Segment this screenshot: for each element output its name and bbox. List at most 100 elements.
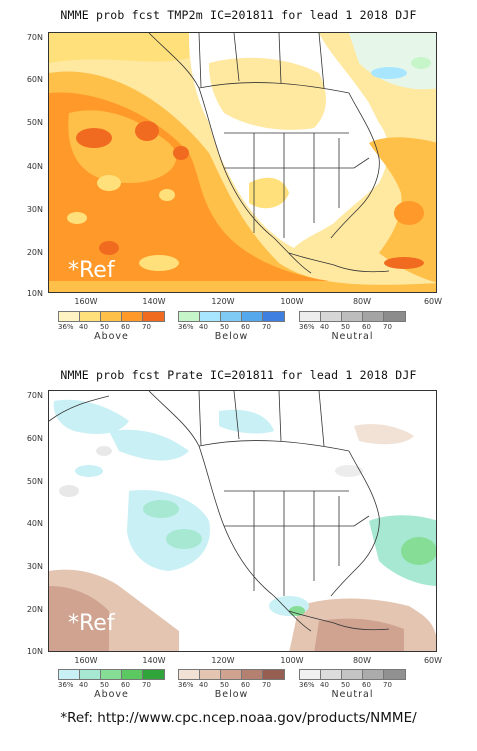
legend-swatches xyxy=(178,311,285,322)
legend-swatches xyxy=(299,669,406,680)
legend-swatch xyxy=(321,312,342,321)
legend-tick: 70 xyxy=(142,323,151,331)
top-lon-label: 140W xyxy=(142,297,166,306)
top-lat-label: 40N xyxy=(26,162,43,171)
bottom-lon-label: 80W xyxy=(352,656,372,665)
legend-swatch xyxy=(221,670,242,679)
legend-swatch xyxy=(363,312,384,321)
bottom-legend-below: 36% 40 50 60 70 Below xyxy=(178,669,285,700)
legend-tick: 60 xyxy=(241,681,250,689)
legend-tick: 36% xyxy=(58,323,74,331)
legend-tick: 50 xyxy=(100,323,109,331)
top-map-graphic xyxy=(49,33,436,292)
top-lon-label: 60W xyxy=(423,297,443,306)
legend-name: Below xyxy=(214,331,249,342)
bottom-lon-label: 140W xyxy=(142,656,166,665)
legend-swatch xyxy=(101,312,122,321)
legend-tick: 36% xyxy=(299,323,315,331)
legend-tick: 50 xyxy=(100,681,109,689)
bottom-map-title: NMME prob fcst Prate IC=201811 for lead … xyxy=(60,368,417,382)
legend-tick: 40 xyxy=(79,323,88,331)
legend-tick: 36% xyxy=(178,323,194,331)
legend-name: Above xyxy=(94,331,129,342)
legend-tick: 40 xyxy=(79,681,88,689)
legend-name: Neutral xyxy=(331,331,374,342)
legend-swatch xyxy=(143,670,164,679)
top-lat-label: 30N xyxy=(26,205,43,214)
legend-tick: 40 xyxy=(199,323,208,331)
legend-name: Neutral xyxy=(331,689,374,700)
legend-tick: 50 xyxy=(341,323,350,331)
bottom-lat-label: 60N xyxy=(26,434,43,443)
top-lon-label: 160W xyxy=(74,297,98,306)
legend-swatch xyxy=(101,670,122,679)
legend-swatch xyxy=(242,312,263,321)
legend-tick: 50 xyxy=(220,323,229,331)
legend-swatch xyxy=(384,670,405,679)
legend-swatch xyxy=(221,312,242,321)
legend-swatch xyxy=(384,312,405,321)
bottom-ref-label: *Ref xyxy=(68,611,115,636)
legend-swatch xyxy=(300,670,321,679)
top-lat-label: 70N xyxy=(26,33,43,42)
bottom-lat-label: 70N xyxy=(26,391,43,400)
legend-tick: 36% xyxy=(178,681,194,689)
legend-swatch xyxy=(263,670,284,679)
legend-swatch xyxy=(242,670,263,679)
legend-tick: 60 xyxy=(362,681,371,689)
top-legend-below: 36% 40 50 60 70 Below xyxy=(178,311,285,342)
bottom-lat-label: 50N xyxy=(26,477,43,486)
legend-tick: 70 xyxy=(262,323,271,331)
bottom-legend-above: 36% 40 50 60 70 Above xyxy=(58,669,165,700)
bottom-lon-label: 60W xyxy=(423,656,443,665)
legend-tick: 70 xyxy=(142,681,151,689)
legend-tick: 50 xyxy=(220,681,229,689)
legend-tick: 40 xyxy=(320,681,329,689)
legend-swatch xyxy=(59,312,80,321)
bottom-lon-label: 120W xyxy=(211,656,235,665)
bottom-precip-map xyxy=(48,390,437,652)
legend-tick: 40 xyxy=(320,323,329,331)
legend-swatch xyxy=(200,312,221,321)
bottom-map-graphic xyxy=(49,391,436,651)
legend-swatch xyxy=(321,670,342,679)
top-lon-label: 80W xyxy=(352,297,372,306)
legend-swatch xyxy=(342,670,363,679)
legend-swatches xyxy=(178,669,285,680)
bottom-lat-label: 40N xyxy=(26,519,43,528)
top-map-title: NMME prob fcst TMP2m IC=201811 for lead … xyxy=(60,8,417,22)
bottom-legend-neutral: 36% 40 50 60 70 Neutral xyxy=(299,669,406,700)
bottom-lat-label: 20N xyxy=(26,605,43,614)
legend-tick: 60 xyxy=(121,323,130,331)
legend-swatch xyxy=(80,670,101,679)
legend-swatch xyxy=(122,670,143,679)
top-ref-label: *Ref xyxy=(68,258,115,283)
top-temperature-map xyxy=(48,32,437,293)
legend-tick: 60 xyxy=(241,323,250,331)
top-lon-label: 120W xyxy=(211,297,235,306)
legend-tick: 36% xyxy=(58,681,74,689)
bottom-lon-label: 160W xyxy=(74,656,98,665)
legend-swatch xyxy=(179,312,200,321)
top-lat-label: 10N xyxy=(26,289,43,298)
legend-swatch xyxy=(200,670,221,679)
legend-swatch xyxy=(122,312,143,321)
legend-name: Below xyxy=(214,689,249,700)
top-lat-label: 50N xyxy=(26,118,43,127)
top-lat-label: 20N xyxy=(26,248,43,257)
legend-swatches xyxy=(58,669,165,680)
top-legend-neutral: 36% 40 50 60 70 Neutral xyxy=(299,311,406,342)
legend-swatch xyxy=(300,312,321,321)
legend-tick: 50 xyxy=(341,681,350,689)
legend-swatches xyxy=(299,311,406,322)
legend-swatch xyxy=(363,670,384,679)
legend-swatch xyxy=(143,312,164,321)
bottom-lat-label: 30N xyxy=(26,562,43,571)
top-legend-above: 36% 40 50 60 70 Above xyxy=(58,311,165,342)
legend-swatch xyxy=(179,670,200,679)
top-lat-label: 60N xyxy=(26,75,43,84)
legend-tick: 70 xyxy=(383,681,392,689)
legend-tick: 70 xyxy=(262,681,271,689)
legend-swatch xyxy=(263,312,284,321)
legend-swatch xyxy=(342,312,363,321)
